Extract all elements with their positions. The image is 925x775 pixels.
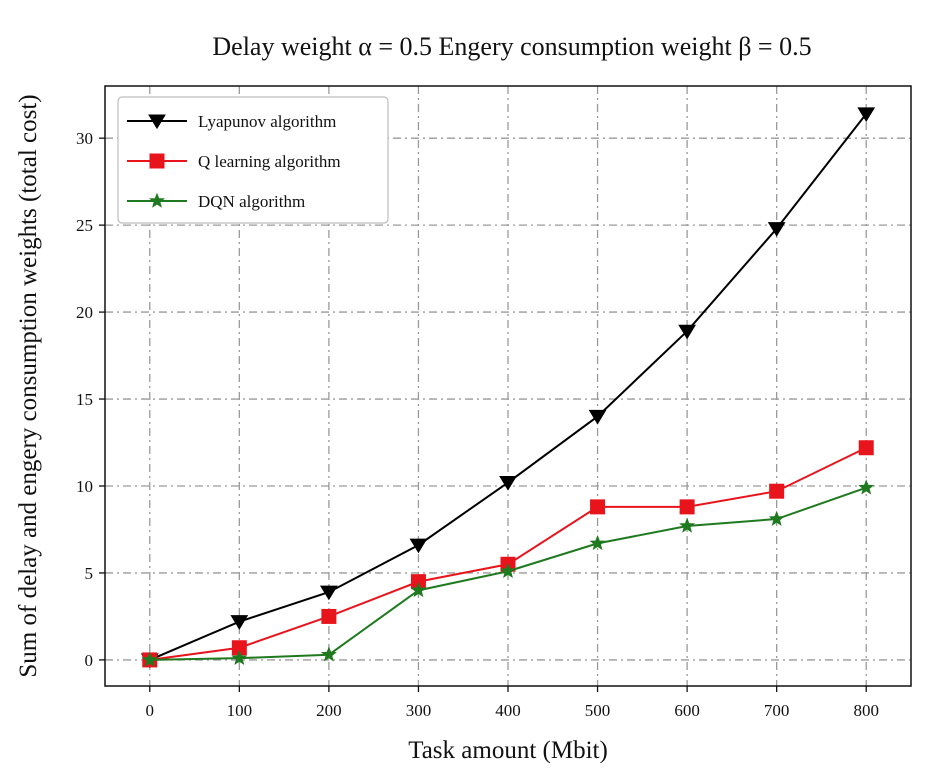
y-tick-label: 10 (76, 477, 93, 496)
legend-label-dqn-algorithm: DQN algorithm (198, 192, 305, 211)
x-tick-label: 0 (146, 701, 155, 720)
legend-box (117, 96, 389, 224)
data-point-dqn-algorithm (679, 517, 696, 533)
data-point-lyapunov-algorithm (230, 615, 249, 630)
y-tick-label: 0 (85, 651, 94, 670)
data-point-dqn-algorithm (500, 562, 516, 579)
data-point-dqn-algorithm (768, 510, 785, 526)
data-point-lyapunov-algorithm (499, 476, 517, 491)
series-lines (140, 107, 876, 669)
data-point-dqn-algorithm (410, 581, 427, 598)
legend-label-q-learning-algorithm: Q learning algorithm (198, 152, 341, 171)
y-axis-label: Sum of delay and engery consumption weig… (15, 94, 42, 677)
data-point-lyapunov-algorithm (320, 585, 338, 601)
data-point-q-learning-algorithm (769, 483, 785, 499)
data-point-lyapunov-algorithm (409, 538, 428, 554)
x-tick-label: 700 (764, 701, 790, 720)
data-point-q-learning-algorithm (679, 499, 695, 515)
axes: 0 100 200 300 400 500 600 700 800 0 5 10 15 20 25 30 (76, 129, 879, 720)
y-tick-label: 5 (85, 564, 94, 583)
x-tick-label: 300 (406, 701, 432, 720)
plot-frame (104, 85, 912, 687)
legend-marker-lyapunov-algorithm (148, 114, 166, 130)
x-tick-label: 200 (316, 701, 342, 720)
data-point-dqn-algorithm (320, 646, 337, 662)
x-tick-label: 500 (585, 701, 611, 720)
chart-title: Delay weight α = 0.5 Engery consumption … (212, 32, 811, 61)
legend-marker-q-learning-algorithm (149, 153, 165, 169)
data-point-q-learning-algorithm (858, 440, 874, 456)
y-tick-label: 30 (76, 129, 93, 148)
data-point-lyapunov-algorithm (678, 324, 696, 340)
y-tick-label: 15 (76, 390, 93, 409)
x-tick-label: 100 (227, 701, 253, 720)
x-tick-label: 600 (674, 701, 700, 720)
legend-label-lyapunov-algorithm: Lyapunov algorithm (198, 112, 336, 131)
x-tick-label: 400 (495, 701, 521, 720)
legend-marker-dqn-algorithm (149, 192, 165, 208)
legend: Lyapunov algorithm Q learning algorithm DQ… (117, 96, 389, 224)
data-point-lyapunov-algorithm (767, 222, 786, 237)
data-point-lyapunov-algorithm (857, 107, 876, 122)
x-axis-label: Task amount (Mbit) (408, 737, 608, 764)
y-tick-label: 25 (76, 216, 93, 235)
data-point-dqn-algorithm (589, 535, 606, 551)
data-point-q-learning-algorithm (321, 608, 337, 624)
data-point-dqn-algorithm (231, 649, 248, 665)
data-point-dqn-algorithm (141, 651, 158, 667)
data-point-lyapunov-algorithm (588, 409, 607, 425)
data-point-q-learning-algorithm (590, 499, 606, 515)
x-tick-label: 800 (853, 701, 879, 720)
data-point-dqn-algorithm (858, 479, 875, 495)
y-tick-label: 20 (76, 303, 93, 322)
